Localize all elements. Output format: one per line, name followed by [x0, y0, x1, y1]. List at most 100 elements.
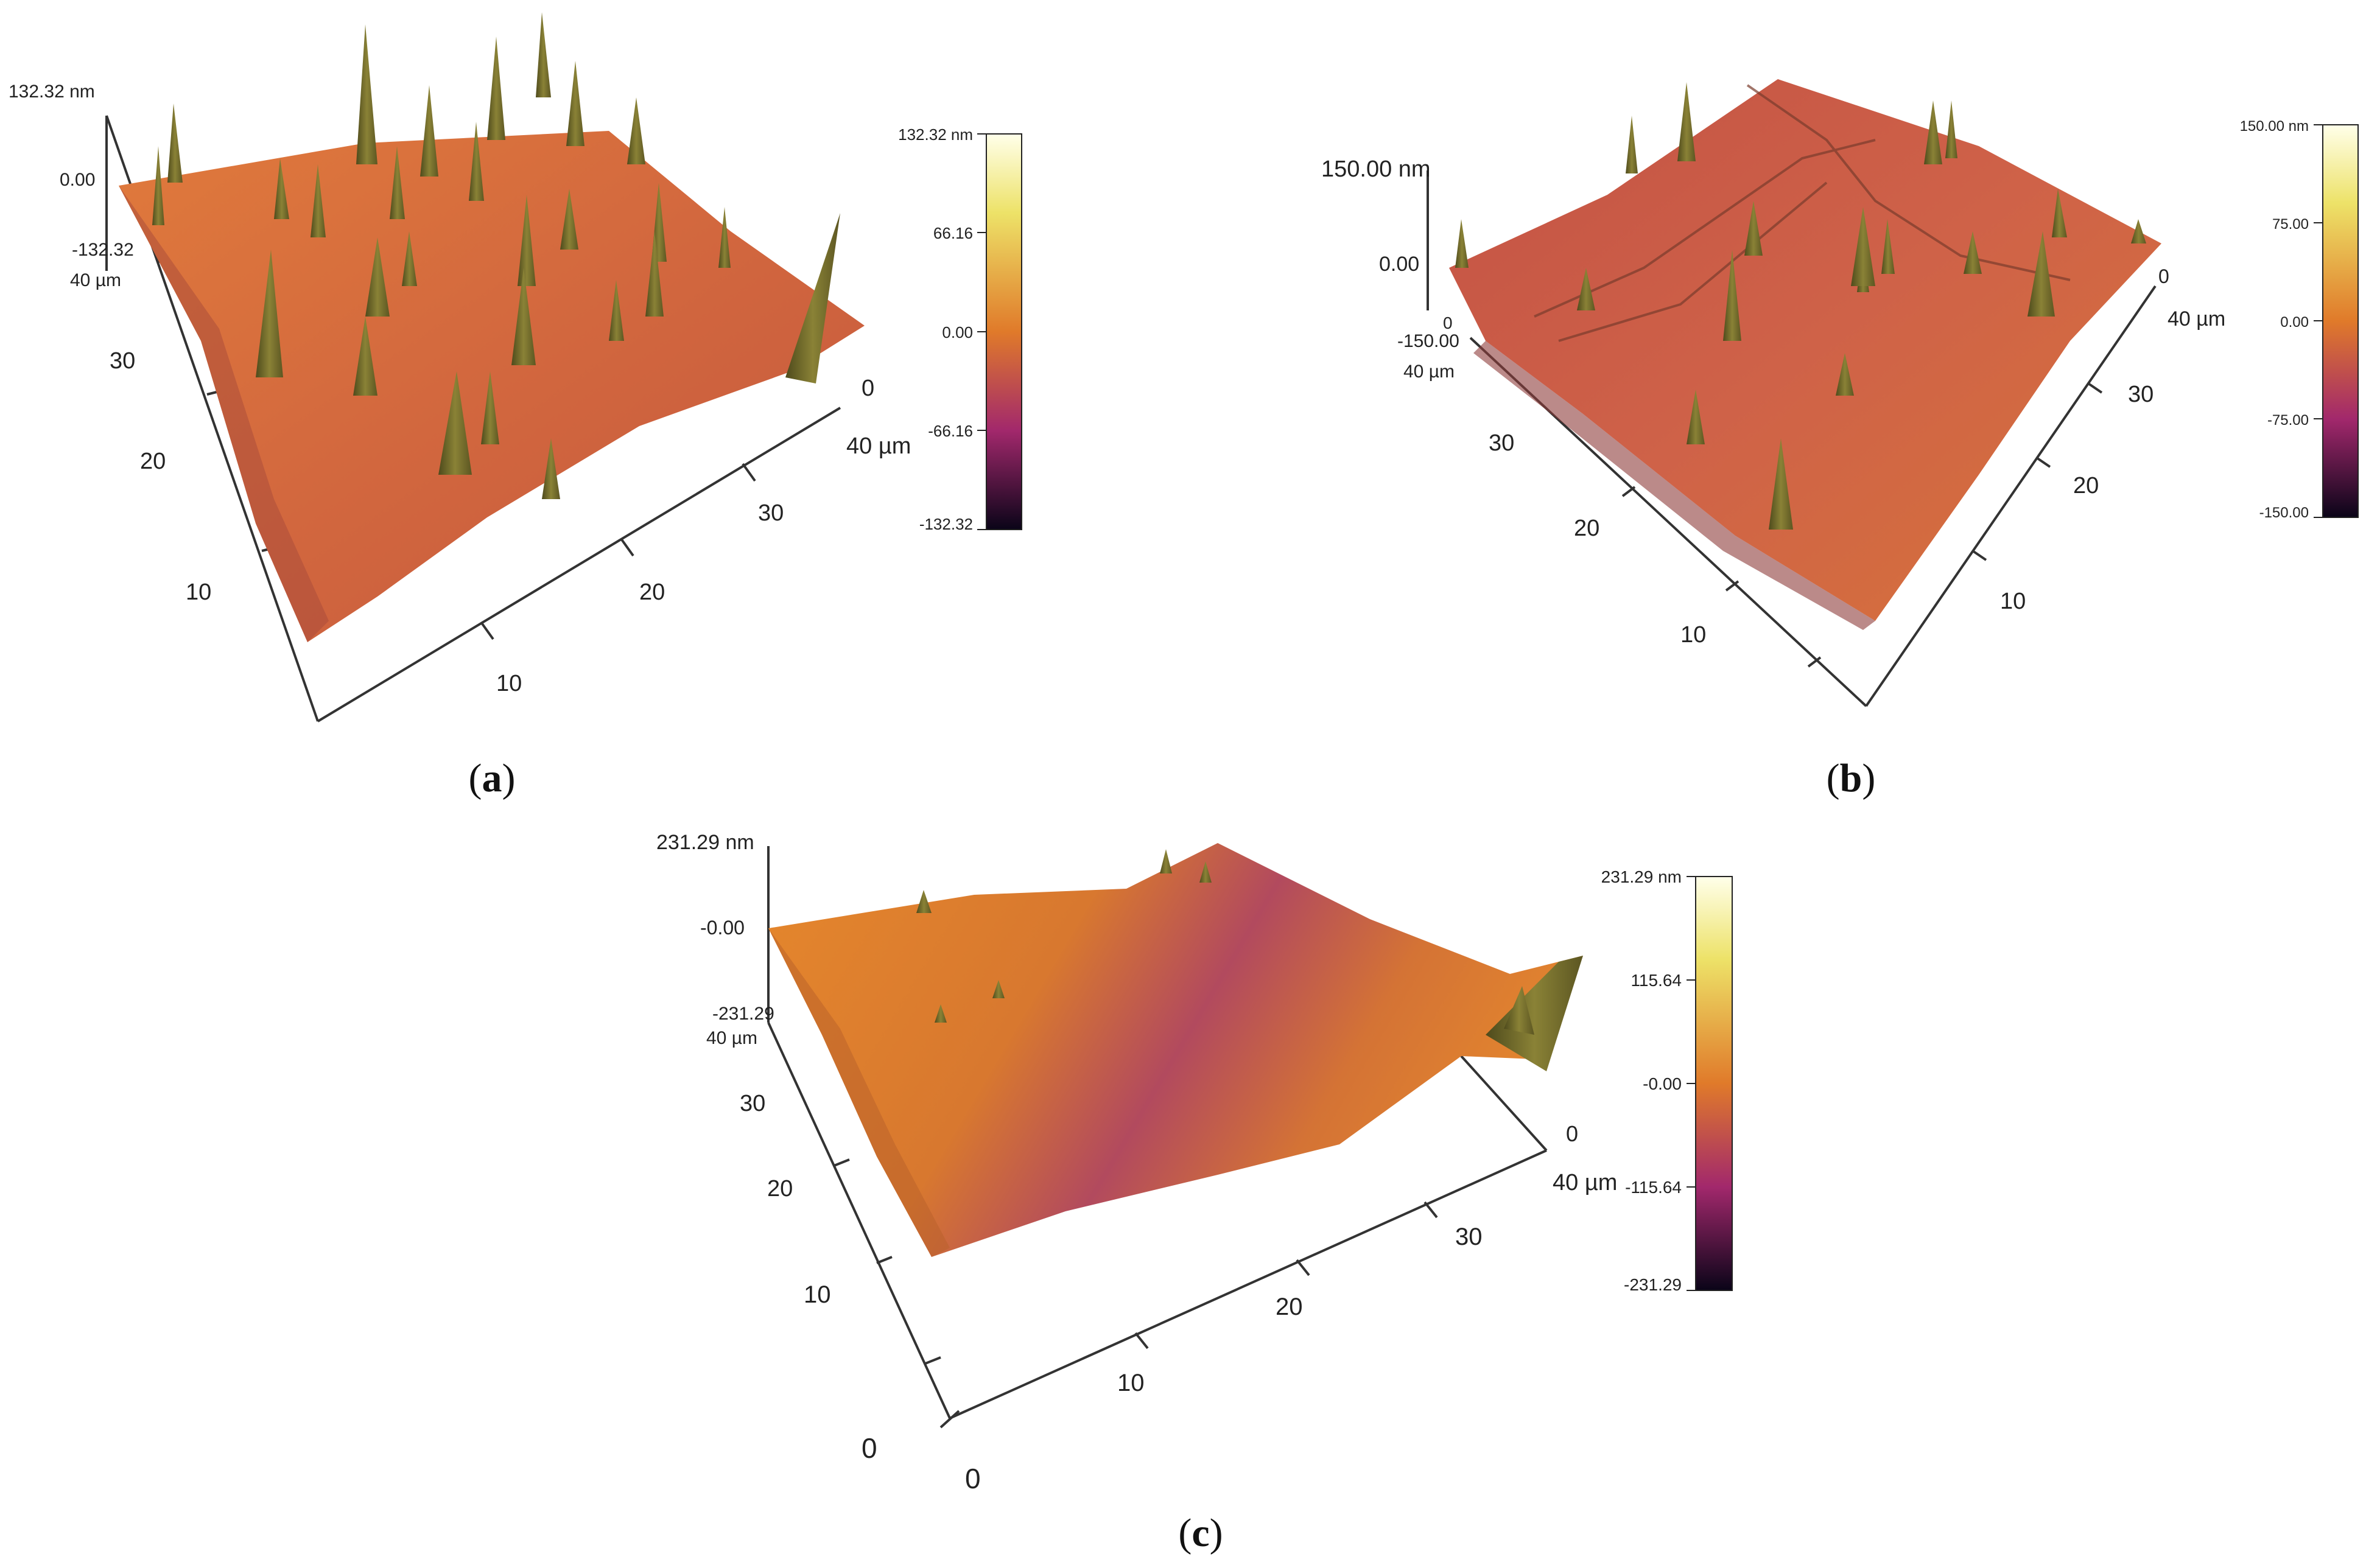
spike	[511, 268, 536, 365]
panel-a-xtick-20: 20	[639, 579, 665, 605]
panel-b-xzero: 0	[2158, 265, 2169, 287]
spike	[487, 37, 505, 140]
spike	[1626, 116, 1638, 173]
panel-a-xtick-10: 10	[496, 671, 522, 696]
panel-a-zmin: -132.32	[72, 240, 134, 260]
colorbar-label: 231.29 nm	[1601, 867, 1682, 886]
spike	[402, 231, 417, 286]
panel-c-xtick-20: 20	[1276, 1293, 1303, 1320]
panel-b-zmax: 150.00 nm	[1321, 156, 1431, 182]
spike	[992, 980, 1005, 998]
spike	[627, 97, 645, 164]
panel-a-xzero: 0	[862, 376, 874, 401]
spike	[1199, 861, 1212, 883]
spike	[152, 146, 164, 225]
panel-b-xtick-10: 10	[2000, 589, 2026, 614]
colorbar-label: -132.32	[919, 515, 973, 533]
panel-b-yend: 40 µm	[1403, 362, 1455, 382]
panel-c-surface-shade	[768, 928, 950, 1257]
spike	[609, 280, 624, 341]
colorbar-label: 150.00 nm	[2240, 118, 2309, 135]
panel-b-ytick-20: 20	[1574, 516, 1599, 541]
panel-b-caption: (b)	[1827, 756, 1876, 800]
panel-a-spikes	[152, 12, 840, 499]
spike	[390, 146, 405, 219]
spike	[1160, 849, 1172, 873]
colorbar-label: -66.16	[928, 422, 973, 440]
spike	[1577, 268, 1595, 310]
spike	[356, 24, 377, 164]
spike	[353, 317, 377, 396]
spike	[2027, 231, 2055, 317]
panel-c-surface	[768, 843, 1583, 1257]
panel-a-surface-shade	[119, 186, 329, 642]
panel-a-ytick-20: 20	[140, 449, 166, 474]
colorbar-label: -75.00	[2267, 412, 2309, 429]
panel-c-colorbar: 231.29 nm 115.64 -0.00 -115.64 -231.29	[1601, 867, 1733, 1294]
panel-a-zmax: 132.32 nm	[9, 82, 95, 102]
colorbar-label: -0.00	[1643, 1074, 1682, 1093]
panel-c-spikes	[916, 849, 1583, 1071]
spike	[2052, 189, 2067, 237]
colorbar-label: -150.00	[2259, 505, 2309, 521]
panel-a-xtick-30: 30	[758, 500, 784, 526]
spike	[1504, 986, 1534, 1035]
spike	[1836, 353, 1854, 396]
spike	[256, 250, 283, 377]
spike	[718, 207, 731, 268]
panel-a-xend: 40 µm	[846, 433, 911, 459]
panel-b-zmin: -150.00	[1397, 331, 1459, 351]
colorbar-label: 66.16	[933, 224, 973, 242]
spike	[536, 12, 551, 97]
panel-b-xtick-20: 20	[2073, 473, 2099, 499]
panel-c-zmax: 231.29 nm	[656, 831, 754, 854]
panel-c-xtick-10: 10	[1117, 1370, 1145, 1396]
spike	[566, 61, 584, 146]
colorbar-label: -231.29	[1624, 1275, 1682, 1294]
colorbar-label: 75.00	[2272, 216, 2309, 233]
panel-a-colorbar: 132.32 nm 66.16 0.00 -66.16 -132.32	[898, 125, 1022, 533]
panel-b-ytick-30: 30	[1489, 430, 1514, 456]
panel-a-ytick-30: 30	[110, 348, 135, 374]
panel-c-zmid: -0.00	[700, 917, 745, 939]
panel-c-origin-x: 0	[965, 1463, 981, 1494]
panel-b-colorbar: 150.00 nm 75.00 0.00 -75.00 -150.00	[2240, 118, 2359, 521]
spike	[560, 189, 578, 250]
spike	[785, 213, 840, 383]
panel-a-zmid: 0.00	[60, 170, 95, 190]
spike	[274, 158, 289, 219]
spike	[365, 237, 390, 317]
panel-c-origin-y: 0	[862, 1432, 877, 1464]
spike	[1945, 100, 1957, 158]
panel-a-yend: 40 µm	[70, 270, 121, 290]
panel-a: 132.32 nm 0.00 -132.32 40 µm 30 20 10 10…	[9, 12, 1022, 800]
spike	[167, 103, 183, 183]
spike	[1851, 207, 1875, 286]
spike	[935, 1004, 947, 1023]
panel-b-spikes	[1455, 82, 2146, 530]
spike	[1677, 82, 1696, 161]
spike	[1964, 231, 1982, 274]
spike	[311, 164, 326, 237]
spike	[1769, 438, 1793, 530]
panel-b-ytick-10: 10	[1680, 622, 1706, 648]
panel-c-yend: 40 µm	[706, 1028, 757, 1048]
spike	[645, 231, 664, 317]
colorbar-label: 115.64	[1631, 971, 1682, 990]
spike	[481, 371, 499, 444]
panel-a-ytick-10: 10	[186, 579, 211, 605]
colorbar-label: 132.32 nm	[898, 125, 973, 144]
panel-c-caption: (c)	[1178, 1511, 1223, 1555]
panel-c-axes	[767, 846, 1548, 1429]
colorbar-label: 0.00	[942, 323, 973, 341]
spike	[1455, 219, 1469, 268]
spike	[542, 438, 560, 499]
colorbar-label: 0.00	[2280, 314, 2309, 331]
panel-b-zmid: 0.00	[1379, 253, 1419, 276]
panel-b-xtick-30: 30	[2128, 382, 2154, 407]
colorbar-label: -115.64	[1625, 1178, 1682, 1197]
panel-b-zzero: 0	[1443, 313, 1453, 332]
panel-c-xtick-30: 30	[1455, 1223, 1483, 1250]
spike	[420, 85, 438, 177]
